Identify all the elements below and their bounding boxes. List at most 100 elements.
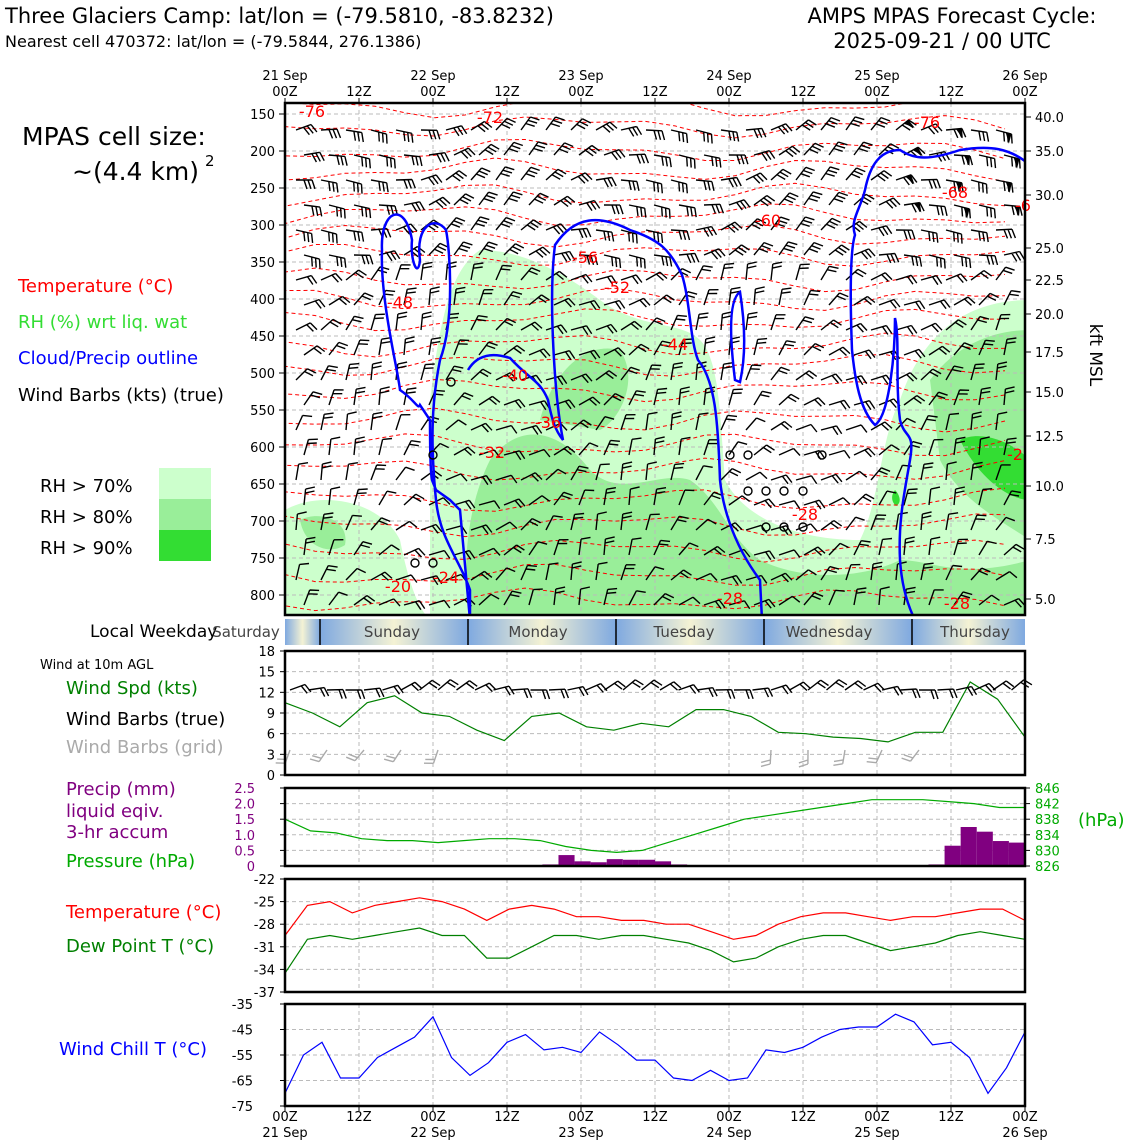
wind-barb: [745, 261, 757, 281]
wind-barb: [1003, 154, 1021, 169]
wind-barb: [753, 337, 768, 356]
pressure-tick-label: 400: [250, 293, 275, 308]
wind-barb: [745, 218, 767, 231]
wind-barb: [920, 178, 941, 189]
wind-barb-true: [641, 679, 663, 691]
forecast-cycle: 2025-09-21 / 00 UTC: [833, 29, 1051, 53]
wind-barb: [345, 567, 367, 581]
wind-barb: [720, 467, 742, 481]
wind-barb: [870, 272, 893, 282]
wind-barb: [395, 129, 414, 143]
wind-barb: [428, 196, 451, 209]
wind-barb: [403, 600, 426, 611]
wind-barb: [520, 219, 542, 231]
rh80-region: [300, 330, 1025, 615]
chill-tick-label: -75: [232, 1100, 253, 1115]
wind-barb: [1003, 204, 1023, 216]
barbs-grid-legend: Wind Barbs (grid): [66, 737, 224, 758]
wind-barb-flag: [963, 207, 970, 219]
wind-barb: [845, 268, 867, 281]
wind-barb-true: [400, 681, 423, 692]
wind-barb: [645, 566, 665, 581]
weekday-cell: [285, 619, 320, 645]
time-tick-date: 25 Sep: [854, 1126, 899, 1140]
wind-barb: [628, 390, 646, 406]
wind-barb-true: [604, 680, 626, 691]
temperature-label: -40: [502, 366, 528, 385]
wind-barb: [1003, 543, 1025, 556]
wind-barb: [1003, 290, 1021, 306]
wind-barb: [970, 129, 990, 142]
wind-barb: [595, 121, 618, 133]
wind-barb: [395, 178, 416, 189]
wind-barb: [453, 286, 466, 306]
wind-barb: [828, 497, 851, 506]
wind-barb: [770, 261, 783, 281]
wind-barb: [978, 436, 990, 456]
wind-barb: [645, 513, 660, 531]
wind-barb: [470, 524, 493, 535]
temperature-label: -52: [604, 278, 630, 297]
cloud-outline-path: [380, 213, 472, 615]
temperature-legend: Temperature (°C): [65, 902, 221, 923]
temperature-label: -28: [792, 505, 818, 524]
temperature-contour: [285, 103, 1005, 119]
wind-barb: [345, 514, 362, 531]
temperature-label: -6: [1015, 196, 1031, 215]
wind-barb: [795, 423, 818, 433]
wind-barb: [378, 154, 396, 169]
wind-barb: [545, 223, 568, 235]
wind-barb: [770, 420, 793, 431]
time-tick-hour: 12Z: [790, 1110, 816, 1125]
wind-barb: [828, 244, 850, 256]
weekday-cell: [764, 619, 912, 645]
wind-barb: [503, 141, 524, 156]
wind-barb: [828, 141, 848, 156]
precip-circle: [761, 522, 771, 532]
wind-barb: [445, 125, 468, 137]
wind-barb: [678, 542, 699, 556]
wind-barb-grid: [833, 749, 846, 766]
time-tick-date: 24 Sep: [706, 1126, 751, 1140]
wind-barb: [303, 589, 320, 606]
wind-barb-true: [363, 687, 385, 698]
wind-barb: [878, 537, 893, 556]
wind-barb: [595, 176, 617, 188]
wind-barb: [653, 487, 667, 506]
wind-barb: [578, 489, 595, 506]
wind-barb: [495, 474, 518, 484]
wind-barb: [803, 142, 824, 156]
wind-barb: [703, 599, 726, 610]
wind-barb: [495, 117, 516, 131]
height-tick-label: 30.0: [1035, 189, 1064, 204]
wind-barb: [545, 375, 568, 386]
wind-barb: [578, 144, 601, 157]
wind-barb: [603, 439, 620, 456]
wind-barb: [845, 563, 861, 581]
wind-barb: [570, 325, 593, 336]
wind-barb: [895, 174, 918, 186]
wind-barb: [795, 263, 810, 281]
wind-tick-label: 9: [267, 707, 275, 722]
wind-barb: [528, 448, 551, 458]
wind-barb: [478, 143, 500, 156]
temperature-label: -60: [755, 211, 781, 230]
height-tick-label: 35.0: [1035, 145, 1064, 160]
wind-barb: [795, 370, 818, 381]
pressure-tick-label: 834: [1035, 829, 1060, 844]
time-tick-date: 22 Sep: [410, 69, 455, 84]
wind-barb: [853, 248, 876, 260]
dewpoint-line: [284, 927, 1026, 974]
wind-barb: [353, 339, 370, 356]
wind-barb: [353, 595, 376, 606]
wind-barb: [503, 243, 525, 256]
wind-barb-true: [863, 682, 886, 693]
wind-barb: [845, 220, 868, 233]
wind-barb: [920, 275, 943, 286]
wind-barb-true: [289, 683, 312, 694]
wind-barb-true: [456, 680, 478, 691]
wind-barb: [870, 421, 893, 431]
wind-panel-frame: [283, 649, 1027, 777]
